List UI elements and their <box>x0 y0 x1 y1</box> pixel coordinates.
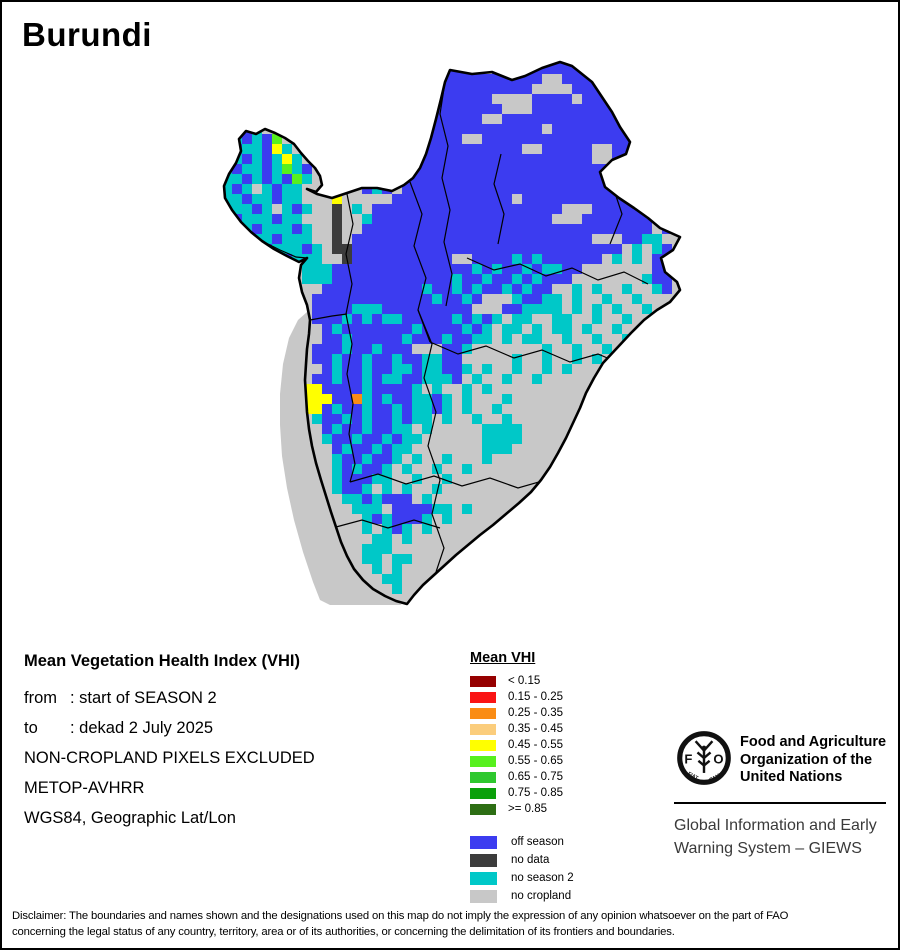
fao-org-line1: Food and Agriculture <box>740 734 887 750</box>
legend-swatch <box>470 803 496 815</box>
legend-label: < 0.15 <box>508 675 541 687</box>
legend-label: no cropland <box>511 890 572 902</box>
vhi-legend-row: 0.75 - 0.85 <box>470 785 563 801</box>
legend-label: off season <box>511 836 564 848</box>
legend-swatch <box>470 835 497 849</box>
legend-label: 0.15 - 0.25 <box>508 691 563 703</box>
info-noncropland-line: NON-CROPLAND PIXELS EXCLUDED <box>24 749 315 767</box>
fao-org-line3: United Nations <box>740 769 843 785</box>
legend-label: 0.25 - 0.35 <box>508 707 563 719</box>
legend-swatch <box>470 853 497 867</box>
fao-org-line2: Organization of the <box>740 751 873 768</box>
legend-label: 0.65 - 0.75 <box>508 771 563 783</box>
wheat-grain <box>701 745 707 750</box>
legend-swatch <box>470 707 496 719</box>
giews-line2: Warning System – GIEWS <box>674 840 862 857</box>
fao-logo-icon: F O FIAT PANIS <box>677 731 731 785</box>
vhi-legend-row: < 0.15 <box>470 673 563 689</box>
lake-tanganyika-area <box>280 312 402 605</box>
giews-caption: Global Information and Early Warning Sys… <box>674 814 877 860</box>
page-title: Burundi <box>22 16 152 53</box>
vhi-legend-row: 0.35 - 0.45 <box>470 721 563 737</box>
season-legend-row: off season <box>470 833 574 851</box>
info-to-label: to <box>24 719 38 737</box>
disclaimer-text: Disclaimer: The boundaries and names sho… <box>12 908 890 940</box>
vhi-legend-row: 0.55 - 0.65 <box>470 753 563 769</box>
legend-swatch <box>470 787 496 799</box>
info-from-label: from <box>24 689 57 707</box>
legend-swatch <box>470 871 497 885</box>
info-from-value: : start of SEASON 2 <box>70 689 217 707</box>
fao-motto-left: FIAT <box>687 771 700 782</box>
legend-swatch <box>470 889 497 903</box>
divider-line <box>674 802 886 804</box>
vhi-legend-rows: < 0.15 0.15 - 0.25 0.25 - 0.35 0.35 - 0.45 0… <box>470 673 563 817</box>
giews-line1: Global Information and Early <box>674 817 877 834</box>
season-legend-row: no cropland <box>470 887 574 905</box>
fao-org-name: Food and Agriculture Organization of the… <box>740 734 886 787</box>
vhi-legend: Mean VHI < 0.15 0.15 - 0.25 0.25 - 0.35 0.3… <box>470 650 563 817</box>
legend-label: 0.75 - 0.85 <box>508 787 563 799</box>
season-legend: off season no data no season 2 no cropland <box>470 833 574 905</box>
legend-swatch <box>470 691 496 703</box>
legend-label: 0.55 - 0.65 <box>508 755 563 767</box>
country-outline <box>222 60 682 606</box>
legend-swatch <box>470 771 496 783</box>
legend-swatch <box>470 675 496 687</box>
legend-label: no data <box>511 854 550 866</box>
map-svg <box>222 60 682 606</box>
vhi-legend-row: 0.25 - 0.35 <box>470 705 563 721</box>
info-projection-line: WGS84, Geographic Lat/Lon <box>24 809 236 827</box>
legend-label: >= 0.85 <box>508 803 548 815</box>
vhi-legend-row: >= 0.85 <box>470 801 563 817</box>
vhi-legend-row: 0.45 - 0.55 <box>470 737 563 753</box>
map-info-block: Mean Vegetation Health Index (VHI) from:… <box>24 652 444 833</box>
burundi-vhi-map <box>212 54 692 614</box>
fao-logo-letter-o: O <box>713 752 723 767</box>
disclaimer-line2: concerning the legal status of any count… <box>12 926 675 938</box>
info-to-value: : dekad 2 July 2025 <box>70 719 214 737</box>
season-legend-row: no season 2 <box>470 869 574 887</box>
info-from-line: from : start of SEASON 2 <box>24 683 444 713</box>
disclaimer-line1: Disclaimer: The boundaries and names sho… <box>12 910 789 922</box>
legend-label: 0.45 - 0.55 <box>508 739 563 751</box>
fao-logo-letter-f: F <box>684 752 692 767</box>
info-sensor-line: METOP-AVHRR <box>24 779 145 797</box>
season-legend-row: no data <box>470 851 574 869</box>
legend-swatch <box>470 755 496 767</box>
vhi-legend-title: Mean VHI <box>470 650 536 666</box>
info-heading: Mean Vegetation Health Index (VHI) <box>24 652 300 670</box>
legend-label: no season 2 <box>511 872 574 884</box>
legend-swatch <box>470 739 496 751</box>
vhi-legend-row: 0.65 - 0.75 <box>470 769 563 785</box>
vhi-legend-row: 0.15 - 0.25 <box>470 689 563 705</box>
vhi-raster-cells <box>224 62 680 594</box>
info-to-line: to : dekad 2 July 2025 <box>24 713 444 743</box>
legend-swatch <box>470 723 496 735</box>
legend-label: 0.35 - 0.45 <box>508 723 563 735</box>
